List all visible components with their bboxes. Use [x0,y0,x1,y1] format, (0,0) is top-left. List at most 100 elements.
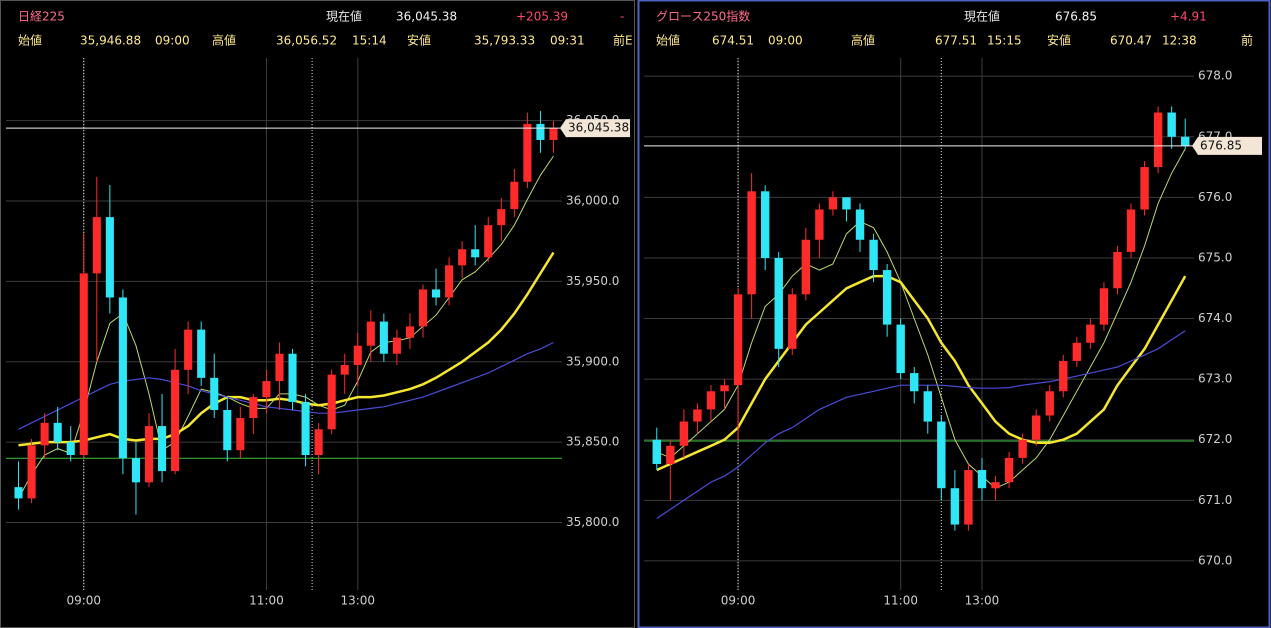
candle-body [327,374,336,430]
candle-body [484,225,493,258]
candle-body [760,191,770,258]
candle-body [1099,288,1109,325]
y-tick-label: 674.0 [1198,311,1232,325]
candle-body [896,324,905,374]
candle-body [497,209,506,226]
candle-body [340,364,349,375]
current-price-label: 676.85 [1200,138,1242,152]
y-tick-label: 678.0 [1198,69,1232,83]
header-high-value: 36,056.52 [276,34,337,48]
header-current-label: 現在値 [964,9,1000,24]
candle-body [158,426,167,472]
candle-body [523,123,532,182]
header-open-value: 35,946.88 [80,34,141,48]
candle-body [131,458,140,483]
current-price-box [1192,136,1262,155]
candle-body [991,482,1000,489]
y-tick-label: 36,000.0 [566,194,619,208]
candle-body [801,239,811,295]
chart-panel: グロース250指数 現在値 676.85 +4.91 始値 674.51 09:00 高値 67… [637,0,1271,628]
candle-body [747,191,756,295]
y-tick-label: 35,950.0 [566,274,619,288]
moving-average-line [18,155,554,499]
candle-body [1086,324,1095,343]
candle-body [652,439,661,464]
candle-body [1045,391,1054,416]
header-open-value: 674.51 [712,34,754,48]
y-tick-label: 673.0 [1198,372,1232,386]
candle-body [249,397,258,419]
candle-body [679,421,689,446]
candle-body [950,488,960,525]
candle-body [418,289,428,327]
candle-body [733,294,743,386]
candle-body [536,123,545,140]
header-current-label: 現在値 [326,9,362,24]
y-tick-label: 671.0 [1198,493,1232,507]
header-open-time: 09:00 [155,34,190,48]
candle-body [1140,167,1149,210]
candle-body [445,265,454,298]
candle-body [815,209,824,240]
chart-panel: 日経225 現在値 36,045.38 +205.39 - 始値 35,946.88 09:0… [0,0,635,628]
header-title: グロース250指数 [656,9,750,24]
candle-body [842,197,851,210]
candle-body [788,294,797,349]
candle-body [869,239,878,271]
header-high-time: 15:14 [352,34,387,48]
candle-body [1004,457,1014,483]
header-prev-label: 前E [613,33,633,48]
header-current-value: 676.85 [1055,10,1097,24]
y-tick-label: 35,800.0 [566,515,619,529]
candle-body [855,209,865,240]
candle-body [210,377,219,410]
moving-average-line [18,251,555,447]
y-tick-label: 675.0 [1198,250,1232,264]
candle-body [275,353,284,382]
candle-body [1059,360,1068,392]
candle-body [171,369,180,472]
x-tick-label: 11:00 [249,594,284,608]
header-low-value: 670.47 [1110,34,1152,48]
candle-body [549,128,558,140]
candle-body [937,421,946,489]
panel-border [637,0,1271,628]
candle-body [118,297,127,459]
candle-body [828,197,838,210]
candle-body [1181,136,1190,146]
header-low-label: 安値 [1047,33,1071,48]
candle-body [314,429,323,455]
candle-body [223,409,232,451]
header-high-label: 高値 [851,33,875,48]
header-low-time: 12:38 [1162,34,1197,48]
candle-body [92,217,101,274]
candle-body [405,326,414,338]
current-price-box [560,119,630,138]
candle-body [1153,112,1163,168]
x-tick-label: 11:00 [883,594,918,608]
candle-body [144,426,154,483]
header-title: 日経225 [18,10,65,24]
header-open-label: 始値 [18,33,42,48]
moving-average-line [656,330,1186,519]
candle-body [774,257,783,349]
header-low-time: 09:31 [550,34,585,48]
candle-body [471,249,480,258]
header-current-value: 36,045.38 [396,10,457,24]
current-price-label: 36,045.38 [568,121,629,135]
candle-body [720,385,729,392]
candle-body [288,353,297,402]
y-tick-label: 670.0 [1198,553,1232,567]
header-open-label: 始値 [656,33,680,48]
candle-body [977,470,987,489]
header-prev-label: 前 [1241,33,1253,48]
x-tick-label: 09:00 [66,594,101,608]
candle-body [366,321,375,346]
x-tick-label: 13:00 [965,594,1000,608]
candle-body [27,445,36,499]
candle-body [666,445,675,464]
candle-body [1018,439,1027,458]
candle-body [510,181,519,210]
candle-body [105,217,114,298]
